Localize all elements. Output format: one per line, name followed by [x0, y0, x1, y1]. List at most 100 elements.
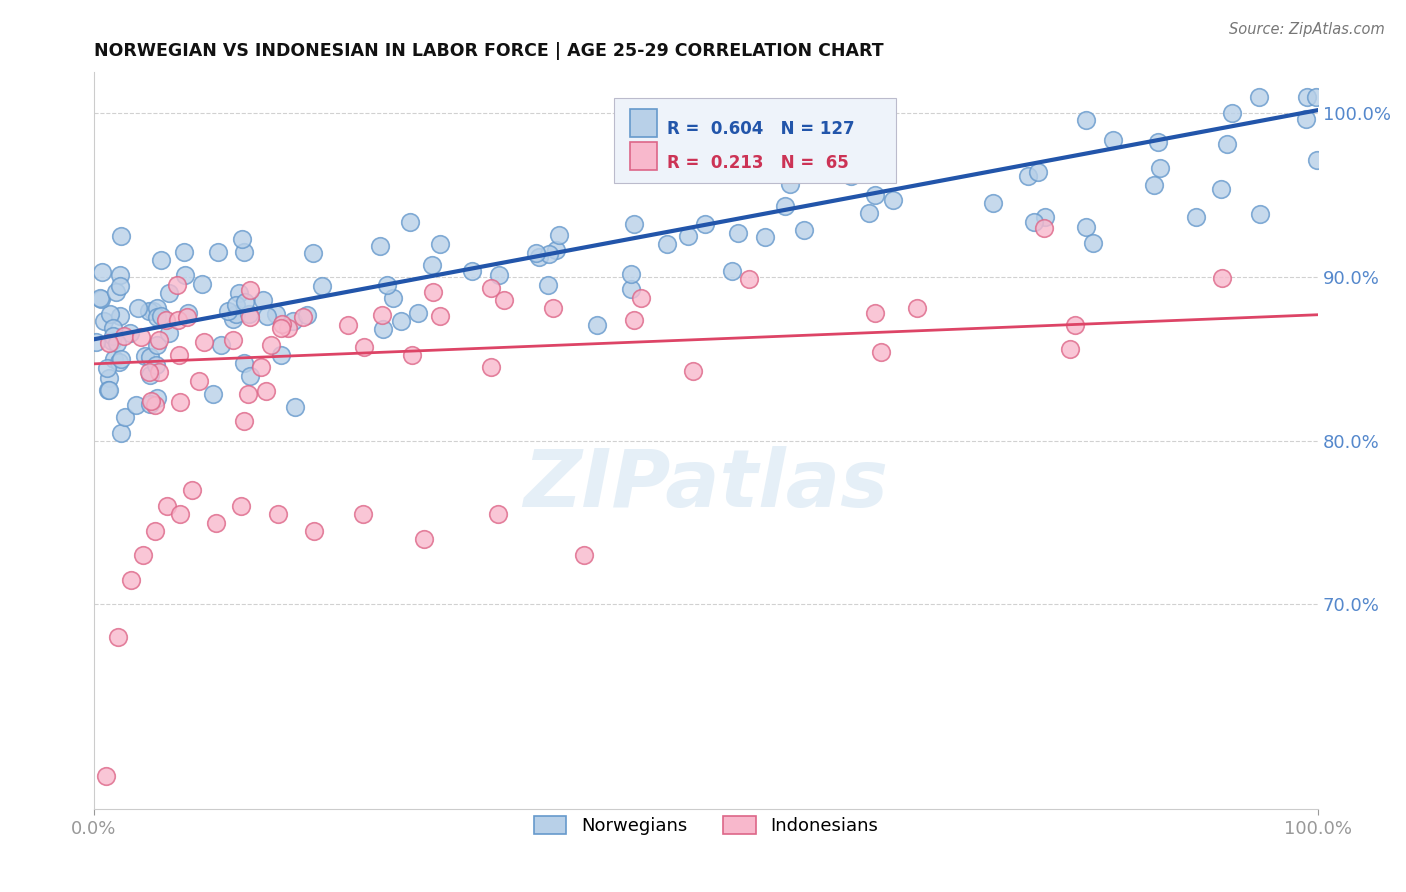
Point: [429, 237, 451, 252]
Point: [368, 239, 391, 253]
Point: [1076, 219, 1098, 234]
Point: [721, 264, 744, 278]
Point: [1143, 178, 1166, 192]
Point: [620, 283, 643, 297]
Point: [270, 349, 292, 363]
Point: [1026, 164, 1049, 178]
Point: [148, 365, 170, 379]
Point: [166, 313, 188, 327]
Point: [180, 483, 202, 497]
Point: [217, 304, 239, 318]
Point: [139, 397, 162, 411]
Point: [630, 292, 652, 306]
Point: [103, 329, 125, 343]
Point: [304, 524, 326, 538]
Point: [105, 285, 128, 299]
Point: [391, 314, 413, 328]
Point: [177, 306, 200, 320]
Point: [149, 253, 172, 268]
Point: [537, 247, 560, 261]
Point: [779, 177, 801, 191]
Point: [222, 312, 245, 326]
Point: [821, 123, 844, 137]
Point: [98, 335, 121, 350]
Point: [1102, 133, 1125, 147]
Point: [166, 277, 188, 292]
Point: [146, 301, 169, 315]
Point: [138, 303, 160, 318]
Point: [97, 383, 120, 397]
Point: [657, 237, 679, 252]
Point: [291, 310, 314, 324]
FancyBboxPatch shape: [614, 98, 896, 183]
Point: [529, 250, 551, 264]
Point: [239, 310, 262, 325]
Point: [1059, 342, 1081, 356]
Point: [145, 310, 167, 324]
Point: [1033, 210, 1056, 224]
Point: [110, 279, 132, 293]
Point: [547, 227, 569, 242]
Point: [256, 309, 278, 323]
Point: [236, 387, 259, 401]
Point: [169, 394, 191, 409]
Point: [207, 245, 229, 260]
Point: [337, 318, 360, 333]
Point: [676, 228, 699, 243]
Point: [146, 392, 169, 406]
Point: [981, 196, 1004, 211]
Point: [235, 295, 257, 310]
Point: [1074, 113, 1097, 128]
Point: [193, 334, 215, 349]
Point: [127, 301, 149, 315]
Point: [132, 549, 155, 563]
Point: [481, 281, 503, 295]
Point: [1032, 221, 1054, 235]
Point: [112, 329, 135, 343]
Point: [103, 321, 125, 335]
Point: [1064, 318, 1087, 332]
Point: [225, 298, 247, 312]
Point: [266, 307, 288, 321]
Point: [863, 306, 886, 320]
Point: [233, 244, 256, 259]
Point: [150, 309, 173, 323]
Point: [1149, 161, 1171, 175]
Point: [139, 350, 162, 364]
Text: ZIPatlas: ZIPatlas: [523, 446, 889, 524]
Point: [623, 218, 645, 232]
Point: [233, 414, 256, 428]
Point: [620, 267, 643, 281]
Point: [1249, 207, 1271, 221]
Point: [260, 338, 283, 352]
Point: [98, 307, 121, 321]
Point: [461, 264, 484, 278]
Point: [353, 340, 375, 354]
Point: [139, 394, 162, 409]
Point: [1295, 112, 1317, 126]
Point: [839, 169, 862, 183]
Point: [754, 230, 776, 244]
Point: [105, 335, 128, 350]
Point: [90, 293, 112, 307]
Point: [1081, 235, 1104, 250]
Point: [143, 398, 166, 412]
Text: Source: ZipAtlas.com: Source: ZipAtlas.com: [1229, 22, 1385, 37]
Point: [793, 223, 815, 237]
Point: [239, 284, 262, 298]
Point: [486, 508, 509, 522]
Point: [572, 549, 595, 563]
Point: [125, 398, 148, 412]
Point: [157, 326, 180, 340]
Text: R =  0.213   N =  65: R = 0.213 N = 65: [666, 154, 849, 172]
Point: [1216, 136, 1239, 151]
Point: [107, 630, 129, 644]
Point: [143, 524, 166, 538]
Point: [537, 277, 560, 292]
Point: [155, 313, 177, 327]
Point: [229, 500, 252, 514]
Point: [682, 364, 704, 378]
Text: NORWEGIAN VS INDONESIAN IN LABOR FORCE | AGE 25-29 CORRELATION CHART: NORWEGIAN VS INDONESIAN IN LABOR FORCE |…: [94, 42, 883, 60]
Point: [142, 303, 165, 318]
Point: [231, 232, 253, 246]
